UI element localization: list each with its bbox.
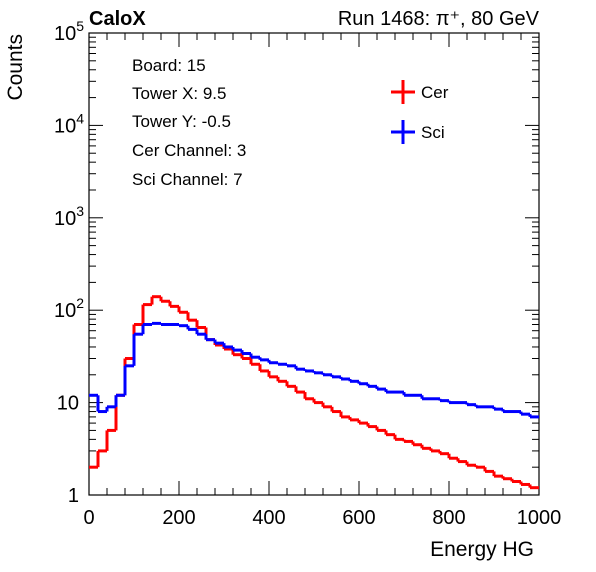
info-tower-y: Tower Y: -0.5 [132,112,231,131]
info-cer-channel: Cer Channel: 3 [132,141,246,160]
x-tick-label: 400 [252,507,285,529]
legend-item-cer: Cer [391,80,449,104]
y-tick-label: 1 [68,485,79,507]
y-tick-label: 102 [54,295,84,322]
x-axis-label: Energy HG [430,538,534,561]
plot-frame [88,32,540,496]
x-tick-label: 200 [162,507,195,529]
info-board: Board: 15 [132,56,206,75]
y-tick-label: 104 [54,110,84,137]
series-cer [89,295,539,490]
info-tower-x: Tower X: 9.5 [132,84,227,103]
y-tick-label: 105 [54,18,84,45]
legend-cer-label: Cer [421,83,449,102]
legend-sci-label: Sci [421,123,445,142]
x-tick-label: 800 [432,507,465,529]
x-tick-label: 600 [342,507,375,529]
y-axis-label: Counts [4,34,27,101]
series-group [89,295,539,490]
x-tick-label: 0 [83,507,94,529]
experiment-label: CaloX [89,8,146,30]
series-sci [89,321,539,419]
y-tick-label: 10 [57,393,79,415]
run-info-label: Run 1468: π⁺, 80 GeV [338,8,540,30]
legend: Cer Sci [391,80,449,144]
legend-item-sci: Sci [391,120,445,144]
info-sci-channel: Sci Channel: 7 [132,170,243,189]
info-box: Board: 15 Tower X: 9.5 Tower Y: -0.5 Cer… [132,56,246,189]
x-tick-label: 1000 [517,507,562,529]
axis-ticks: 0 200 400 600 800 1000 1 10 102 103 104 105 [54,18,561,529]
y-tick-label: 103 [54,203,84,230]
